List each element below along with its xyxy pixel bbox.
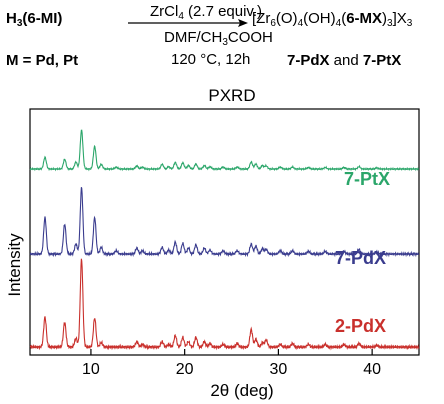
- product-label-connector: and: [329, 52, 363, 69]
- metal-value: Pd, Pt: [35, 52, 79, 69]
- series-line-2-PdX: [29, 258, 420, 351]
- solvent-text: DMF/CH3COOH: [164, 29, 273, 48]
- reactant-ligand: 6-MI: [27, 10, 58, 27]
- x-tick-label-40: 40: [363, 361, 381, 378]
- product-sub-4: 3: [387, 18, 393, 29]
- product-part-4: (: [341, 10, 347, 27]
- reaction-arrow-icon: [128, 19, 248, 27]
- metal-prefix: M =: [6, 52, 36, 69]
- product-sub-1: 6: [270, 18, 276, 29]
- reactant-open-paren: (: [22, 10, 28, 27]
- x-tick-label-20: 20: [176, 361, 194, 378]
- series-label-7-PtX: 7-PtX: [344, 169, 390, 189]
- y-axis-label: Intensity: [5, 233, 24, 297]
- plot-frame: [29, 108, 420, 356]
- product-label-a: 7-PdX: [287, 52, 330, 69]
- product-part-1: [Zr: [252, 10, 271, 27]
- series-line-7-PdX: [29, 187, 420, 258]
- series-label-2-PdX: 2-PdX: [335, 316, 386, 336]
- reactant-close-paren: ): [57, 10, 63, 27]
- pxrd-chart: PXRD Intensity 2θ (deg) 10 20 30 40 7-PtX 7-…: [5, 86, 420, 400]
- reagent-text: ZrCl4 (2.7 equiv.): [150, 3, 262, 22]
- product-part-3: (OH): [303, 10, 336, 27]
- series-label-7-PdX: 7-PdX: [335, 248, 386, 268]
- reagent-suffix: (2.7 equiv.): [183, 3, 262, 20]
- product-sub-3: 4: [335, 18, 342, 29]
- product-sub-2: 4: [297, 18, 304, 29]
- reactant-formula: H3(6-MI): [6, 10, 63, 29]
- metal-definition: M = Pd, Pt: [6, 52, 78, 69]
- product-part-5: ): [382, 10, 388, 27]
- x-axis-label: 2θ (deg): [210, 381, 273, 400]
- product-formula: [Zr6(O)4(OH)4(6-MX)3]X3: [252, 10, 413, 29]
- chart-title: PXRD: [208, 86, 255, 105]
- reactant-prefix: H: [6, 10, 17, 27]
- product-ligand: 6-MX: [346, 10, 383, 27]
- conditions-text: 120 °C, 12h: [171, 51, 251, 68]
- reactant-subscript: 3: [16, 18, 23, 29]
- reagent-subscript: 4: [178, 11, 184, 22]
- x-tick-label-10: 10: [82, 361, 100, 378]
- product-sub-5: 3: [406, 18, 413, 29]
- product-part-2: (O): [275, 10, 298, 27]
- solvent-prefix: DMF/CH: [164, 29, 223, 46]
- solvent-subscript: 3: [222, 37, 228, 48]
- reagent-prefix: ZrCl: [150, 3, 179, 20]
- series-line-7-PtX: [29, 129, 420, 172]
- product-part-6: ]X: [392, 10, 407, 27]
- product-labels: 7-PdX and 7-PtX: [287, 52, 401, 69]
- x-tick-label-30: 30: [269, 361, 287, 378]
- solvent-suffix: COOH: [227, 29, 273, 46]
- product-label-b: 7-PtX: [362, 52, 402, 69]
